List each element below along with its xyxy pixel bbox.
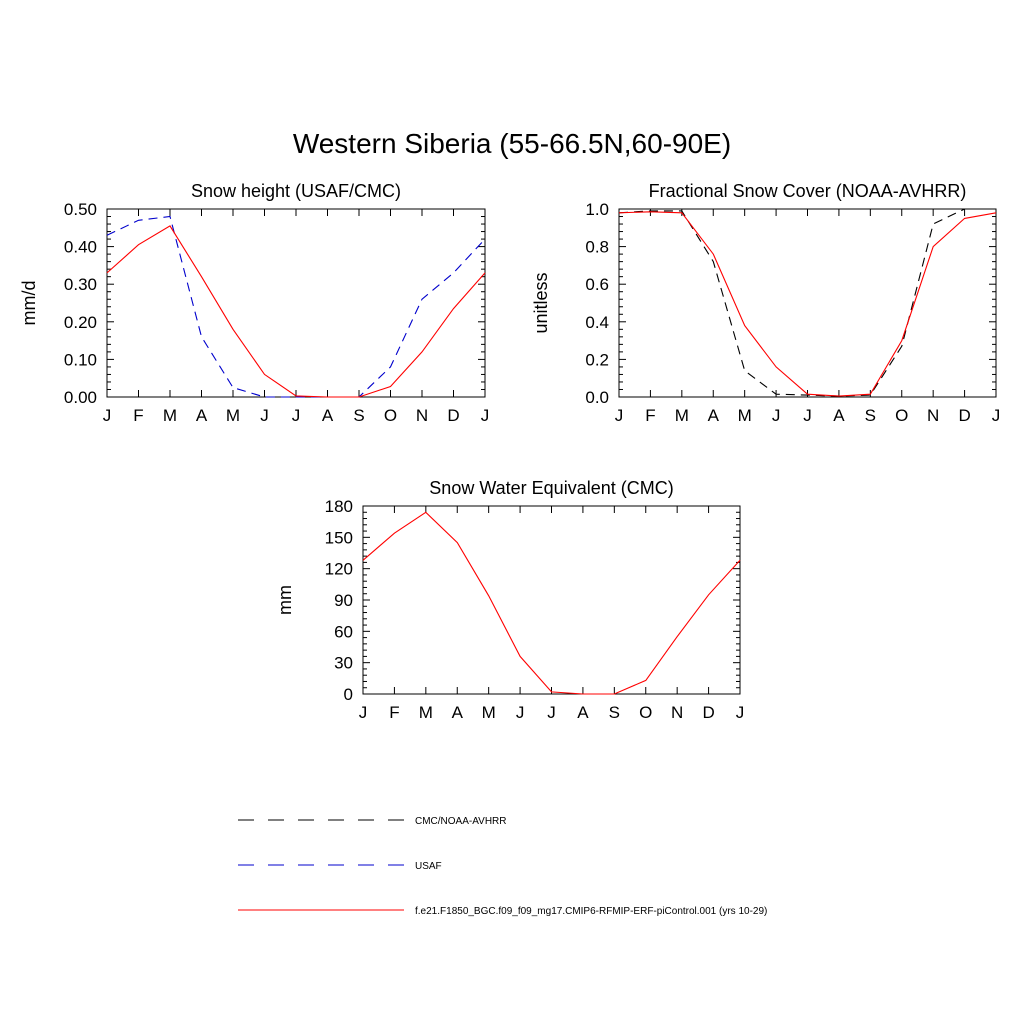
y-axis-label: mm bbox=[275, 585, 295, 615]
legend-label: CMC/NOAA-AVHRR bbox=[415, 816, 506, 827]
x-tick-label: F bbox=[389, 703, 399, 722]
series-line-usaf bbox=[106, 215, 486, 398]
y-tick-label: 0.00 bbox=[64, 388, 97, 407]
x-tick-label: N bbox=[416, 406, 428, 425]
x-tick-label: D bbox=[702, 703, 714, 722]
panel-title: Snow height (USAF/CMC) bbox=[191, 181, 401, 201]
y-tick-label: 150 bbox=[325, 528, 353, 547]
x-tick-label: D bbox=[958, 406, 970, 425]
x-tick-label: J bbox=[736, 703, 745, 722]
x-tick-label: O bbox=[639, 703, 652, 722]
y-tick-label: 0.40 bbox=[64, 238, 97, 257]
x-tick-label: J bbox=[992, 406, 1001, 425]
x-tick-label: N bbox=[927, 406, 939, 425]
y-tick-label: 0.0 bbox=[585, 388, 609, 407]
x-tick-label: J bbox=[103, 406, 112, 425]
x-tick-label: J bbox=[260, 406, 269, 425]
plot-frame bbox=[362, 505, 741, 695]
x-tick-label: M bbox=[419, 703, 433, 722]
x-tick-label: J bbox=[547, 703, 556, 722]
x-tick-label: M bbox=[226, 406, 240, 425]
y-tick-label: 0.4 bbox=[585, 313, 609, 332]
series-line-cmc bbox=[618, 208, 996, 397]
legend-label: f.e21.F1850_BGC.f09_f09_mg17.CMIP6-RFMIP… bbox=[415, 906, 767, 917]
x-tick-label: S bbox=[353, 406, 364, 425]
x-tick-label: J bbox=[803, 406, 812, 425]
legend: CMC/NOAA-AVHRR USAF f.e21.F1850_BGC.f09_f0… bbox=[238, 816, 767, 917]
x-tick-label: M bbox=[163, 406, 177, 425]
x-tick-label: F bbox=[645, 406, 655, 425]
y-tick-label: 0.20 bbox=[64, 313, 97, 332]
y-tick-label: 0.10 bbox=[64, 350, 97, 369]
x-tick-label: J bbox=[292, 406, 301, 425]
series-line-model bbox=[106, 225, 486, 398]
y-tick-label: 60 bbox=[334, 622, 353, 641]
x-tick-label: J bbox=[481, 406, 490, 425]
y-axis-label: mm/d bbox=[19, 281, 39, 326]
x-tick-label: M bbox=[482, 703, 496, 722]
y-tick-label: 120 bbox=[325, 560, 353, 579]
y-tick-label: 0.50 bbox=[64, 200, 97, 219]
x-tick-label: S bbox=[865, 406, 876, 425]
y-tick-label: 1.0 bbox=[585, 200, 609, 219]
x-tick-label: J bbox=[772, 406, 781, 425]
x-tick-label: A bbox=[577, 703, 589, 722]
x-tick-label: A bbox=[833, 406, 845, 425]
series-line-model bbox=[362, 511, 741, 695]
chart-snow-cover: J F M A M J J A S O N D J0.00.20.40.60.81.0Fractiona… bbox=[531, 181, 1000, 425]
y-tick-label: 0.2 bbox=[585, 350, 609, 369]
x-tick-label: N bbox=[671, 703, 683, 722]
x-tick-label: F bbox=[133, 406, 143, 425]
chart-snow-height: J F M A M J J A S O N D J0.000.100.200.300.400.50Sno… bbox=[19, 181, 489, 425]
plot-frame bbox=[106, 208, 486, 398]
y-tick-label: 0.6 bbox=[585, 275, 609, 294]
x-tick-label: O bbox=[895, 406, 908, 425]
y-axis-label: unitless bbox=[531, 272, 551, 333]
y-tick-label: 180 bbox=[325, 497, 353, 516]
x-tick-label: A bbox=[708, 406, 720, 425]
y-tick-label: 90 bbox=[334, 591, 353, 610]
x-tick-label: A bbox=[452, 703, 464, 722]
plot-frame bbox=[618, 208, 997, 398]
x-tick-label: O bbox=[384, 406, 397, 425]
x-tick-label: A bbox=[196, 406, 208, 425]
y-tick-label: 0.30 bbox=[64, 275, 97, 294]
x-tick-label: J bbox=[615, 406, 624, 425]
y-tick-label: 30 bbox=[334, 654, 353, 673]
y-tick-label: 0.8 bbox=[585, 238, 609, 257]
x-tick-label: J bbox=[359, 703, 368, 722]
panel-title: Snow Water Equivalent (CMC) bbox=[429, 478, 673, 498]
y-tick-label: 0 bbox=[344, 685, 353, 704]
x-tick-label: D bbox=[447, 406, 459, 425]
panel-title: Fractional Snow Cover (NOAA-AVHRR) bbox=[649, 181, 967, 201]
series-line-model bbox=[618, 211, 997, 397]
x-tick-label: A bbox=[322, 406, 334, 425]
legend-label: USAF bbox=[415, 861, 442, 872]
figure-title: Western Siberia (55-66.5N,60-90E) bbox=[292, 128, 732, 159]
x-tick-label: M bbox=[675, 406, 689, 425]
x-tick-label: J bbox=[516, 703, 525, 722]
x-tick-label: S bbox=[609, 703, 620, 722]
x-tick-label: M bbox=[738, 406, 752, 425]
